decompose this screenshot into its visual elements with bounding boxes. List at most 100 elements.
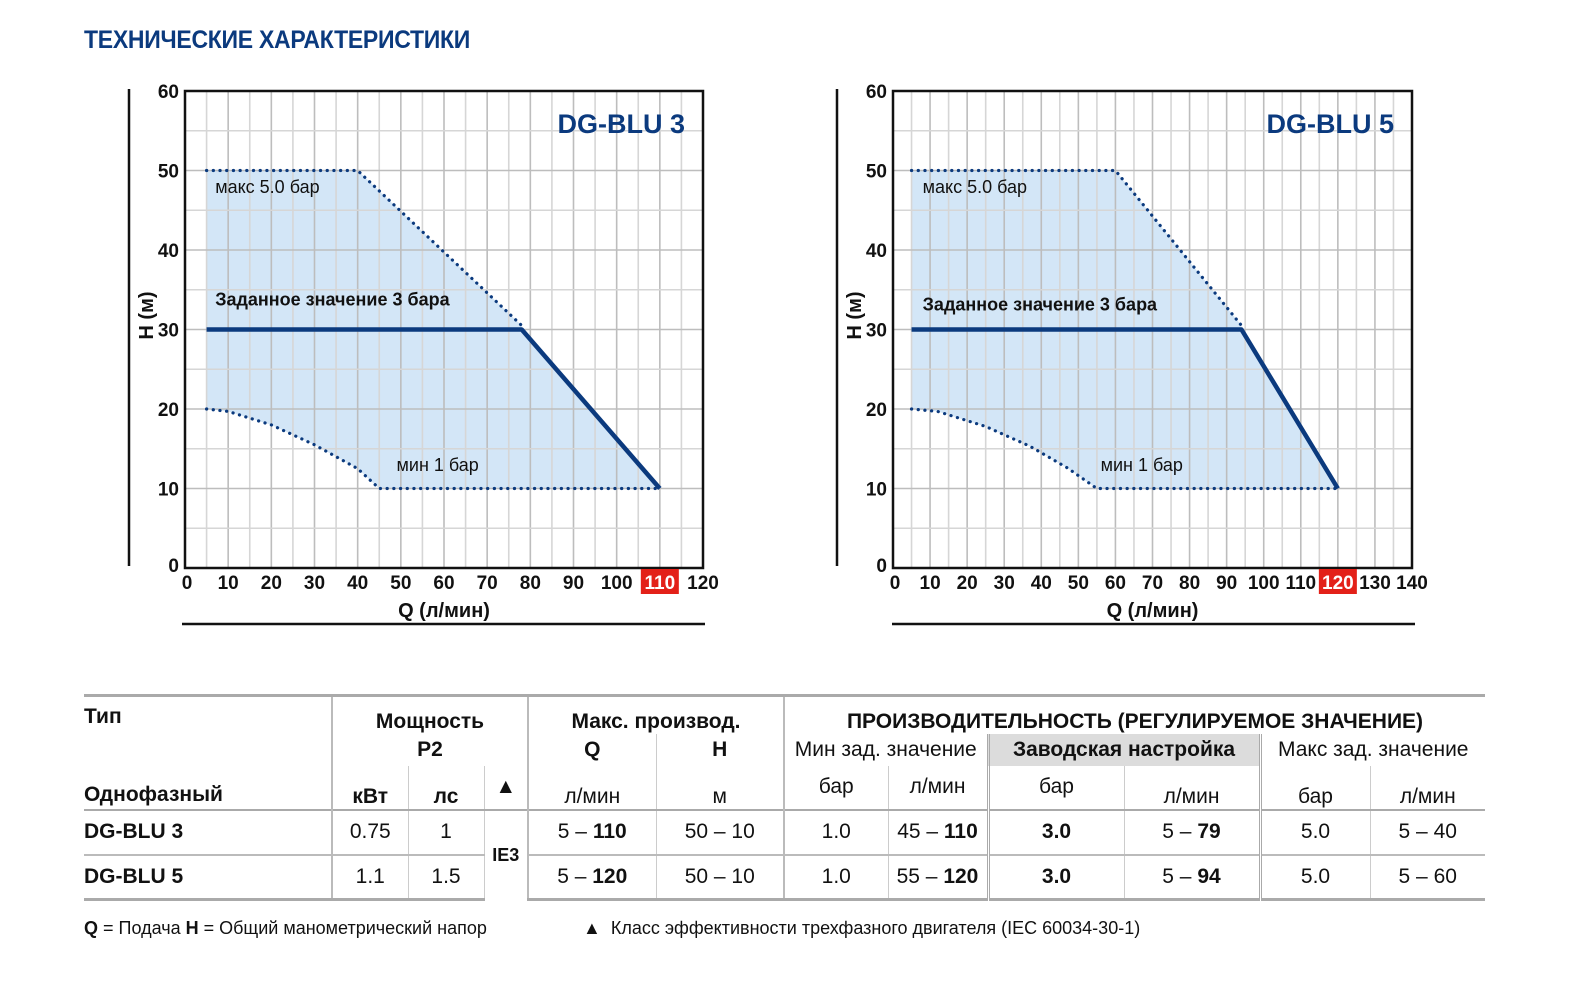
x-tick-label: 0: [890, 573, 901, 594]
annotation-max: макс 5.0 бар: [923, 177, 1027, 197]
header-type: Тип: [84, 705, 122, 728]
x-tick-label: 100: [601, 573, 633, 594]
highlight-tick-bg: [1318, 569, 1357, 594]
footnote-efficiency: ▲ Класс эффективности трехфазного двигат…: [583, 918, 1140, 939]
header-factory: Заводская настройка: [986, 733, 1260, 766]
plot-frame: [183, 89, 705, 570]
x-tick-label: 100: [1248, 573, 1280, 594]
y-tick-label: 40: [866, 241, 887, 262]
footnote-q-text: = Подача: [98, 918, 186, 938]
x-tick-label: 110: [1285, 573, 1316, 594]
row-max-bar: 5.0: [1258, 808, 1370, 855]
row-q-hi: 120: [592, 864, 628, 888]
x-axis-label: Q (л/мин): [398, 600, 490, 622]
x-tick-label: 120: [687, 573, 719, 594]
row-min-bar: 1.0: [783, 808, 888, 855]
row-fac-hi: 94: [1197, 864, 1221, 888]
x-tick-label-highlight: 120: [1322, 573, 1354, 594]
x-tick-label: 130: [1359, 573, 1391, 594]
series-setpoint-line: [206, 327, 662, 490]
x-tick-label: 80: [1179, 573, 1200, 594]
table-row: DG-BLU 3 0.75 1 IE3 5 – 110 50 – 10 1.0 …: [84, 808, 1485, 900]
footnote-legend: Q = Подача H = Общий манометрический нап…: [84, 918, 487, 939]
row-fac-bar: 3.0: [986, 808, 1124, 855]
row-fac-bar: 3.0: [986, 853, 1124, 901]
footnote-h-key: H: [185, 918, 199, 938]
y-tick-label: 60: [158, 82, 179, 103]
row-model: DG-BLU 3: [84, 808, 332, 855]
annotation-setpoint: Заданное значение 3 бара: [215, 290, 450, 310]
x-tick-label: 20: [261, 573, 282, 594]
header-h-unit: м: [655, 765, 784, 810]
y-tick-label: 30: [158, 321, 179, 342]
y-tick-label: 50: [866, 162, 887, 183]
y-tick-label: 60: [866, 82, 887, 103]
x-tick-label: 70: [1142, 573, 1163, 594]
x-tick-label: 0: [182, 573, 193, 594]
x-axis-label: Q (л/мин): [1107, 600, 1199, 622]
header-hp: лс: [407, 765, 484, 810]
annotation-min: мин 1 бар: [1101, 455, 1183, 475]
x-tick-label: 90: [1216, 573, 1237, 594]
plot-frame: [891, 89, 1414, 570]
header-max-unit-bar: бар: [1258, 765, 1370, 810]
x-tick-label: 30: [994, 573, 1015, 594]
header-h: H: [655, 733, 784, 766]
x-tick-label: 70: [477, 573, 498, 594]
x-tick-label: 30: [304, 573, 325, 594]
y-tick-label: 50: [158, 162, 179, 183]
header-p2: P2: [331, 733, 528, 766]
row-fac-lo: 5 –: [1162, 864, 1198, 888]
row-min-hi: 110: [943, 820, 978, 843]
annotation-max: макс 5.0 бар: [215, 177, 319, 197]
row-q-hi: 110: [592, 820, 627, 843]
y-axis-label: H (м): [136, 291, 158, 339]
x-tick-label-highlight: 110: [645, 573, 676, 594]
chart-model-title: DG-BLU 5: [1267, 109, 1395, 139]
row-hp: 1: [407, 808, 484, 855]
x-tick-label: 10: [920, 573, 941, 594]
series-min-line: [909, 407, 1340, 491]
row-min-lo: 45 –: [897, 820, 944, 843]
row-kw: 1.1: [331, 853, 408, 901]
y-tick-label: 10: [158, 480, 179, 501]
header-max-set: Макс зад. значение: [1258, 733, 1485, 766]
triangle-icon: ▲: [483, 765, 528, 810]
y-axis-label: H (м): [844, 291, 866, 339]
footnote-h-text: = Общий манометрический напор: [198, 918, 487, 938]
chart-dg-blu-3: 0 10 20 30 40 50 60 0 10 20 30 40 50 60 70 80 90 100 110 12…: [127, 82, 719, 626]
triangle-icon: ▲: [583, 918, 601, 938]
x-tick-label: 140: [1396, 573, 1428, 594]
page-title: ТЕХНИЧЕСКИЕ ХАРАКТЕРИСТИКИ: [84, 26, 471, 54]
footnote-efficiency-text: Класс эффективности трехфазного двигател…: [610, 918, 1141, 938]
annotation-setpoint: Заданное значение 3 бара: [923, 294, 1158, 314]
y-tick-label: 0: [168, 556, 179, 577]
row-q-lo: 5 –: [557, 864, 593, 888]
spec-table: Тип Мощность Макс. производ. ПРОИЗВОДИТЕ…: [84, 694, 1485, 901]
series-max-line: [909, 168, 1244, 328]
row-h: 50 – 10: [655, 853, 784, 901]
header-single-phase: Однофазный: [84, 782, 223, 806]
row-min-bar: 1.0: [783, 853, 888, 901]
efficiency-class: IE3: [483, 808, 528, 900]
series-setpoint-line: [911, 327, 1340, 490]
x-tick-label: 40: [347, 573, 368, 594]
header-q: Q: [527, 733, 656, 766]
row-min-lo: 55 –: [896, 864, 944, 888]
highlight-tick-bg: [640, 569, 679, 594]
x-tick-label: 10: [218, 573, 239, 594]
row-fac-lo: 5 –: [1162, 820, 1198, 843]
header-max-unit-lmin: л/мин: [1369, 765, 1485, 810]
y-tick-label: 10: [866, 480, 887, 501]
header-max-perf: Макс. производ.: [527, 695, 784, 734]
header-q-unit: л/мин: [527, 765, 656, 810]
x-tick-label: 90: [563, 573, 584, 594]
y-tick-label: 20: [866, 400, 887, 421]
series-min-line: [204, 407, 662, 491]
row-q-lo: 5 –: [557, 820, 593, 843]
row-model: DG-BLU 5: [84, 853, 332, 901]
y-tick-label: 30: [866, 321, 887, 342]
row-kw: 0.75: [331, 808, 408, 855]
header-factory-unit-bar: бар: [986, 765, 1124, 810]
header-factory-unit-lmin: л/мин: [1123, 765, 1260, 810]
